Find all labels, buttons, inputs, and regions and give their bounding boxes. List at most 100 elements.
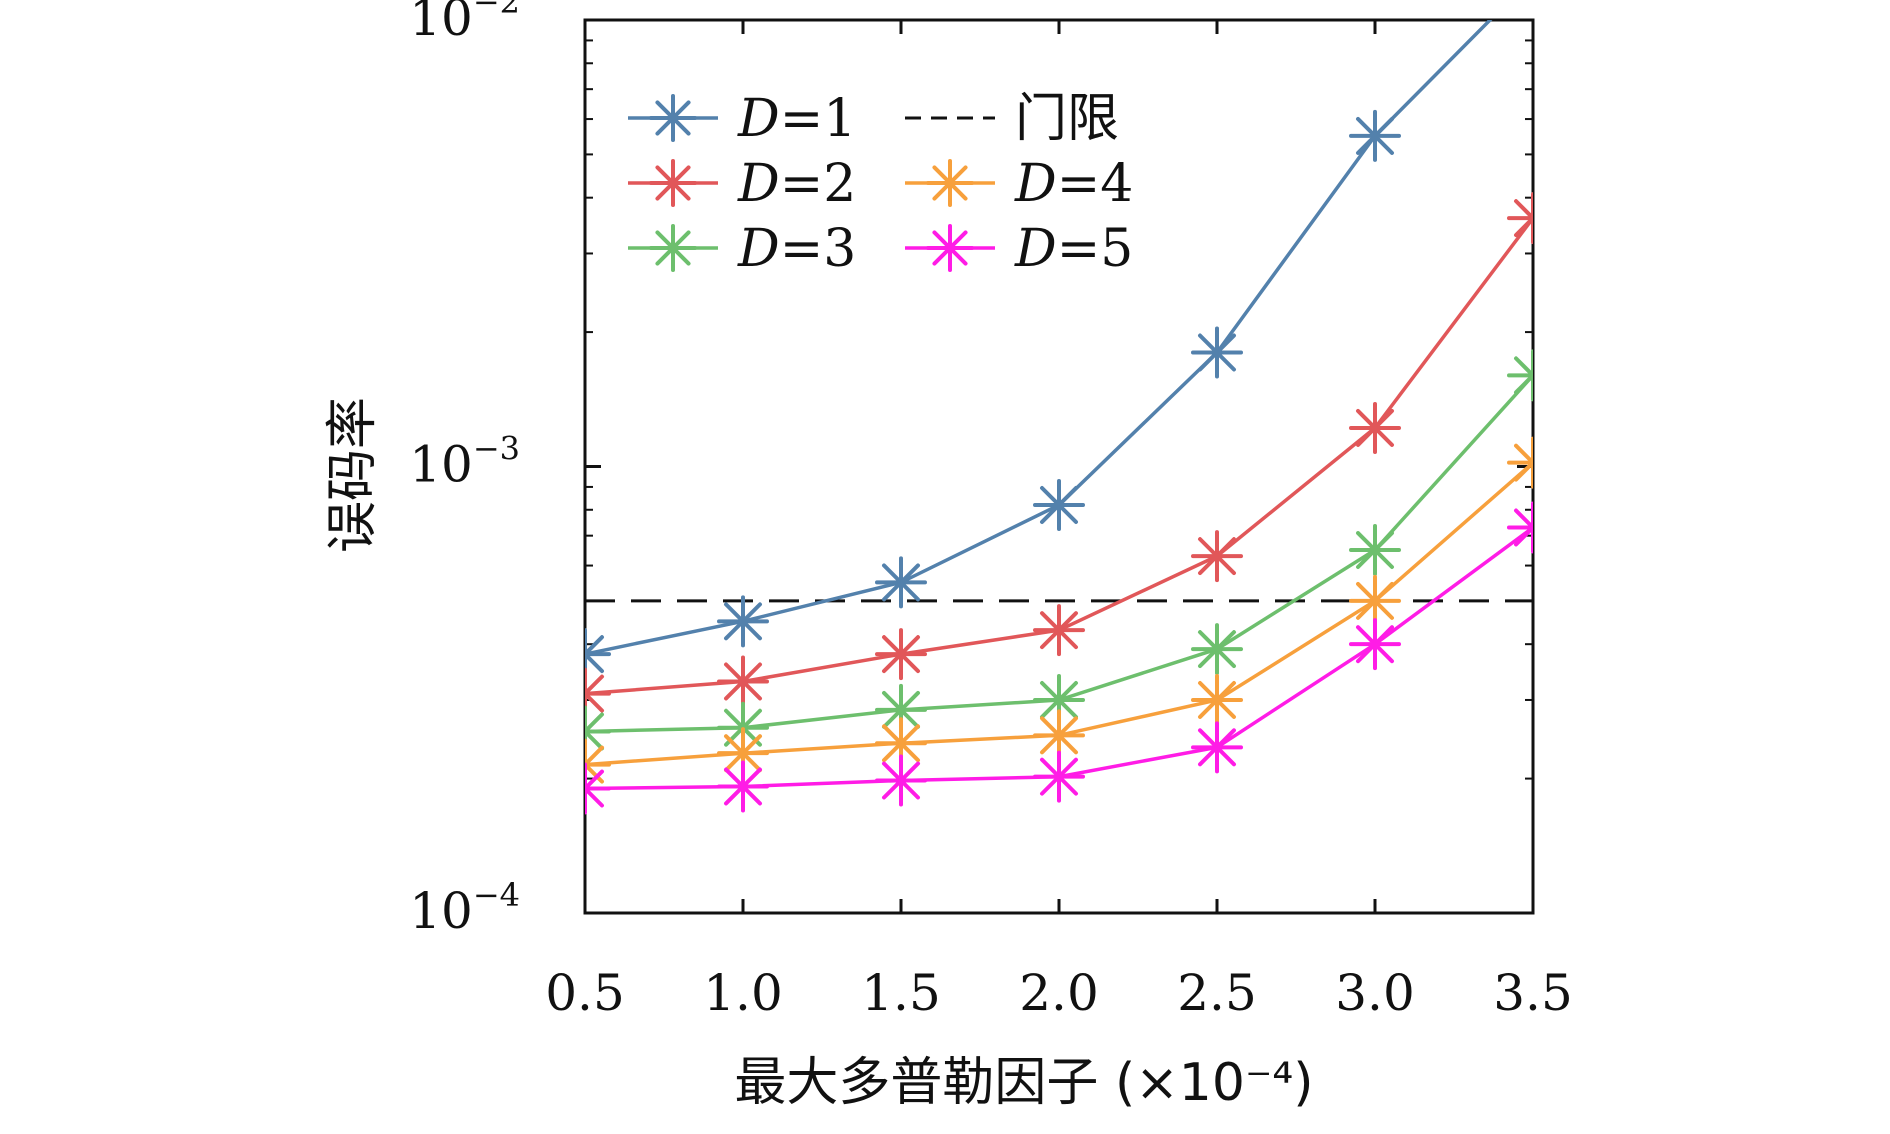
marker-stroke (1040, 680, 1078, 719)
marker-stroke (724, 734, 762, 773)
legend-label: D=5 (1014, 219, 1133, 279)
marker-stroke (585, 690, 604, 713)
data-point (1191, 721, 1243, 774)
marker-stroke (882, 724, 920, 763)
marker-stroke (1514, 215, 1533, 238)
marker-stroke (724, 602, 762, 641)
legend-entry: D=1 (628, 89, 856, 149)
marker-stroke (882, 563, 920, 602)
series-layer (585, 20, 1533, 815)
marker-stroke (1514, 524, 1533, 547)
x-tick-label: 3.0 (1335, 964, 1415, 1022)
legend-label: D=2 (737, 154, 856, 214)
marker-stroke (932, 230, 968, 266)
data-point (717, 727, 769, 780)
data-point (1349, 524, 1401, 577)
marker-stroke (1514, 443, 1533, 466)
data-point (1507, 349, 1533, 402)
data-point (717, 655, 769, 708)
data-point (875, 717, 927, 770)
marker-stroke (655, 230, 691, 266)
legend-marker (926, 159, 974, 207)
data-point (1349, 618, 1401, 671)
series-1 (585, 20, 1493, 681)
marker-stroke (1514, 372, 1533, 395)
x-tick-label: 2.0 (1019, 964, 1099, 1022)
marker-stroke (655, 165, 691, 201)
data-point (875, 556, 927, 609)
data-point (1349, 574, 1401, 627)
legend-entry: D=5 (905, 219, 1133, 279)
marker-stroke (655, 100, 691, 136)
legend-marker (926, 224, 974, 272)
legend-entry: D=3 (628, 219, 856, 279)
legend-marker (649, 94, 697, 142)
data-point (1033, 709, 1085, 762)
data-point (1033, 478, 1085, 531)
marker-stroke (1514, 199, 1533, 221)
legend-marker (649, 159, 697, 207)
marker-stroke (1356, 625, 1394, 664)
marker-stroke (1198, 728, 1236, 767)
marker-stroke (1514, 459, 1533, 482)
marker-stroke (585, 635, 604, 657)
data-point (1191, 530, 1243, 583)
marker-stroke (1356, 581, 1394, 620)
data-point (875, 628, 927, 681)
marker-stroke (585, 674, 604, 697)
data-point (1507, 436, 1533, 489)
axes: 0.5 1.0 1.5 2.0 2.5 3.0 3.5 10−4 10−3 10−2 (409, 0, 1573, 1022)
data-point (1349, 401, 1401, 454)
series-2 (585, 192, 1533, 720)
data-point (585, 705, 611, 758)
x-tick-label: 0.5 (545, 964, 625, 1022)
marker-stroke (585, 651, 604, 674)
marker-stroke (585, 712, 604, 735)
marker-stroke (1198, 680, 1236, 719)
legend-label: D=3 (737, 219, 856, 279)
data-point (1191, 623, 1243, 676)
data-point (1349, 109, 1401, 162)
x-tick-label: 3.5 (1493, 964, 1573, 1022)
data-point (1507, 192, 1533, 245)
legend-entry: 门限 (905, 89, 1119, 149)
marker-stroke (1514, 356, 1533, 379)
marker-stroke (585, 728, 604, 751)
x-tick-label: 2.5 (1177, 964, 1257, 1022)
marker-stroke (882, 635, 920, 674)
x-axis-label: 最大多普勒因子 (×10⁻⁴) (734, 1053, 1313, 1113)
marker-stroke (1356, 531, 1394, 570)
legend-label: D=1 (737, 89, 856, 149)
legend-label: 门限 (1015, 89, 1119, 149)
series-5 (585, 501, 1533, 815)
marker-stroke (585, 745, 604, 768)
data-point (585, 762, 611, 815)
marker-stroke (1356, 408, 1394, 447)
marker-stroke (882, 690, 920, 729)
marker-stroke (1198, 333, 1236, 372)
data-point (585, 667, 611, 720)
marker-stroke (724, 662, 762, 701)
legend-entry: D=2 (628, 154, 856, 214)
x-tick-label: 1.5 (861, 964, 941, 1022)
marker-stroke (1514, 508, 1533, 531)
legend-entry: D=4 (905, 154, 1133, 214)
y-tick-label: 10−4 (409, 876, 520, 940)
marker-stroke (585, 785, 604, 808)
marker-stroke (1040, 486, 1078, 524)
series-4 (585, 436, 1533, 791)
data-point (875, 754, 927, 807)
legend: D=1D=2D=3 门限D=4D=5 (628, 89, 1133, 279)
y-tick-label: 10−3 (409, 430, 520, 494)
marker-stroke (1356, 116, 1394, 155)
legend-label: D=4 (1014, 154, 1133, 214)
data-point (717, 595, 769, 648)
data-point (1033, 750, 1085, 803)
marker-stroke (1040, 611, 1078, 650)
marker-stroke (932, 165, 968, 201)
marker-stroke (724, 767, 762, 806)
data-point (717, 760, 769, 813)
legend-marker (649, 224, 697, 272)
marker-stroke (1040, 716, 1078, 755)
